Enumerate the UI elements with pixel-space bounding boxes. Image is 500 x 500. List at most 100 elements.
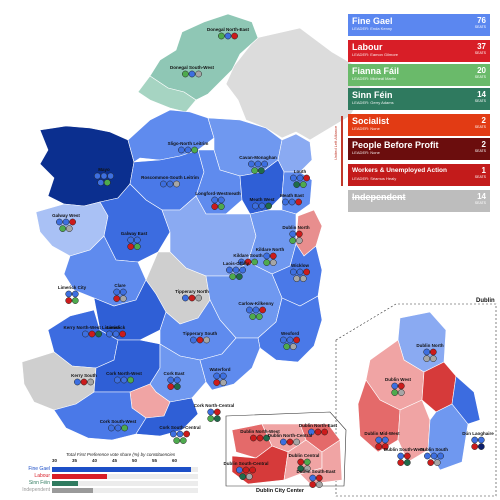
constituency-label: Cork North-Central — [194, 403, 235, 408]
party-leader: LEADER: Eamon Gilmore — [352, 52, 399, 57]
constituency-label: Galway East — [121, 231, 148, 236]
seat-marker — [375, 436, 383, 444]
seat-marker — [289, 237, 297, 244]
seat-marker — [173, 376, 181, 384]
vote-share-party: Labour — [34, 473, 50, 479]
party-name: Workers & Unemployed Action — [352, 167, 447, 174]
seat-marker — [218, 32, 225, 40]
seat-marker — [403, 459, 411, 466]
dublin-inset-frame — [335, 303, 497, 497]
party-seats: 2 SEATS — [475, 116, 486, 130]
constituency-label: Cork South-Central — [159, 425, 200, 430]
seat-marker — [290, 174, 297, 182]
constituency-label: Kerry South — [71, 373, 97, 378]
city-center-frame — [225, 411, 347, 487]
constituency-label: Carlow-Kilkenny — [238, 301, 274, 306]
vote-share-track — [52, 473, 198, 479]
seat-marker — [293, 275, 301, 282]
seat-marker — [207, 415, 215, 422]
region-longford-westmeath — [195, 149, 243, 215]
seat-marker — [293, 181, 301, 188]
seat-marker — [231, 32, 238, 40]
dublin-inset-south-west — [397, 399, 431, 463]
seat-cluster — [190, 336, 210, 344]
seat-marker — [82, 330, 89, 338]
seat-marker — [293, 438, 300, 446]
seat-cluster — [114, 376, 134, 384]
seat-marker — [106, 330, 113, 338]
seat-marker — [309, 474, 317, 482]
seat-marker — [477, 443, 485, 450]
seat-cluster — [211, 196, 225, 210]
seat-marker — [391, 389, 399, 396]
seat-marker — [314, 428, 322, 436]
seat-marker — [427, 459, 435, 466]
seat-marker — [424, 452, 431, 460]
vote-share-table: Total First Preference vote share (%) by… — [4, 452, 200, 496]
party-seats: 76 SEATS — [475, 16, 486, 30]
seat-marker — [112, 330, 120, 338]
dublin-inset-dun-laoghaire — [451, 375, 481, 425]
seat-marker — [114, 424, 122, 432]
seat-count-label: SEATS — [474, 25, 486, 29]
seat-marker — [65, 225, 73, 232]
constituency-label: Cavan-Monaghan — [239, 155, 277, 160]
seat-marker — [303, 465, 311, 472]
seat-marker — [375, 443, 383, 450]
seat-marker — [183, 430, 190, 438]
party-name: Socialist — [352, 116, 390, 126]
seat-marker — [269, 252, 277, 260]
vote-share-tick: 30 — [52, 458, 58, 463]
vote-share-row: Labour — [4, 473, 200, 479]
seat-marker — [269, 259, 277, 266]
party-name: Labour — [352, 42, 383, 52]
constituency-label: Dublin North-Central — [268, 433, 312, 438]
seat-cluster — [290, 174, 310, 188]
party-leader: LEADER: Séamus Healy — [352, 176, 397, 181]
seat-marker — [242, 466, 250, 474]
seat-marker — [303, 458, 311, 466]
seat-marker — [188, 294, 196, 302]
seat-marker — [219, 379, 227, 386]
seat-marker — [71, 297, 79, 304]
seat-marker — [250, 434, 257, 442]
vote-share-bar — [52, 487, 93, 493]
seat-count: 14 — [477, 192, 486, 201]
seat-cluster — [113, 288, 127, 302]
seat-marker — [65, 290, 73, 298]
seat-marker — [471, 436, 479, 444]
seat-marker — [239, 473, 247, 480]
constituency-label: Donegal South-West — [170, 65, 214, 70]
seat-marker — [113, 295, 121, 302]
seat-cluster — [308, 428, 328, 436]
constituency-label: Dublin South — [420, 447, 448, 452]
city-inset-title: Dublin City Center — [256, 488, 304, 494]
seat-marker — [173, 383, 181, 390]
party-name: Fianna Fáil — [352, 66, 400, 76]
constituency-label: Dublin Central — [289, 453, 320, 458]
seat-marker — [397, 389, 405, 396]
constituency-label: Dublin North-West — [240, 429, 280, 434]
seat-marker — [433, 459, 441, 466]
seat-cluster — [391, 382, 405, 396]
seat-marker — [308, 428, 315, 436]
seat-count-label: SEATS — [474, 201, 486, 205]
seat-marker — [103, 179, 111, 186]
vote-share-row: Independent — [4, 487, 200, 493]
seat-marker — [295, 230, 303, 238]
seat-marker — [251, 167, 259, 174]
region-cork-south-central — [135, 397, 199, 437]
seat-marker — [176, 430, 184, 438]
seat-cluster — [108, 424, 128, 432]
party-legend-item: Labour LEADER: Eamon Gilmore 37 SEATS — [348, 40, 490, 62]
seat-marker — [182, 70, 189, 78]
seat-marker — [244, 258, 252, 266]
seat-cluster — [218, 32, 238, 40]
seat-cluster — [65, 290, 79, 304]
seat-cluster — [375, 436, 389, 450]
vote-share-tick: 55 — [152, 458, 158, 463]
constituency-label: Limerick — [107, 325, 126, 330]
seat-cluster — [250, 434, 270, 442]
party-name: Sinn Féin — [352, 90, 393, 100]
seat-marker — [59, 225, 67, 232]
